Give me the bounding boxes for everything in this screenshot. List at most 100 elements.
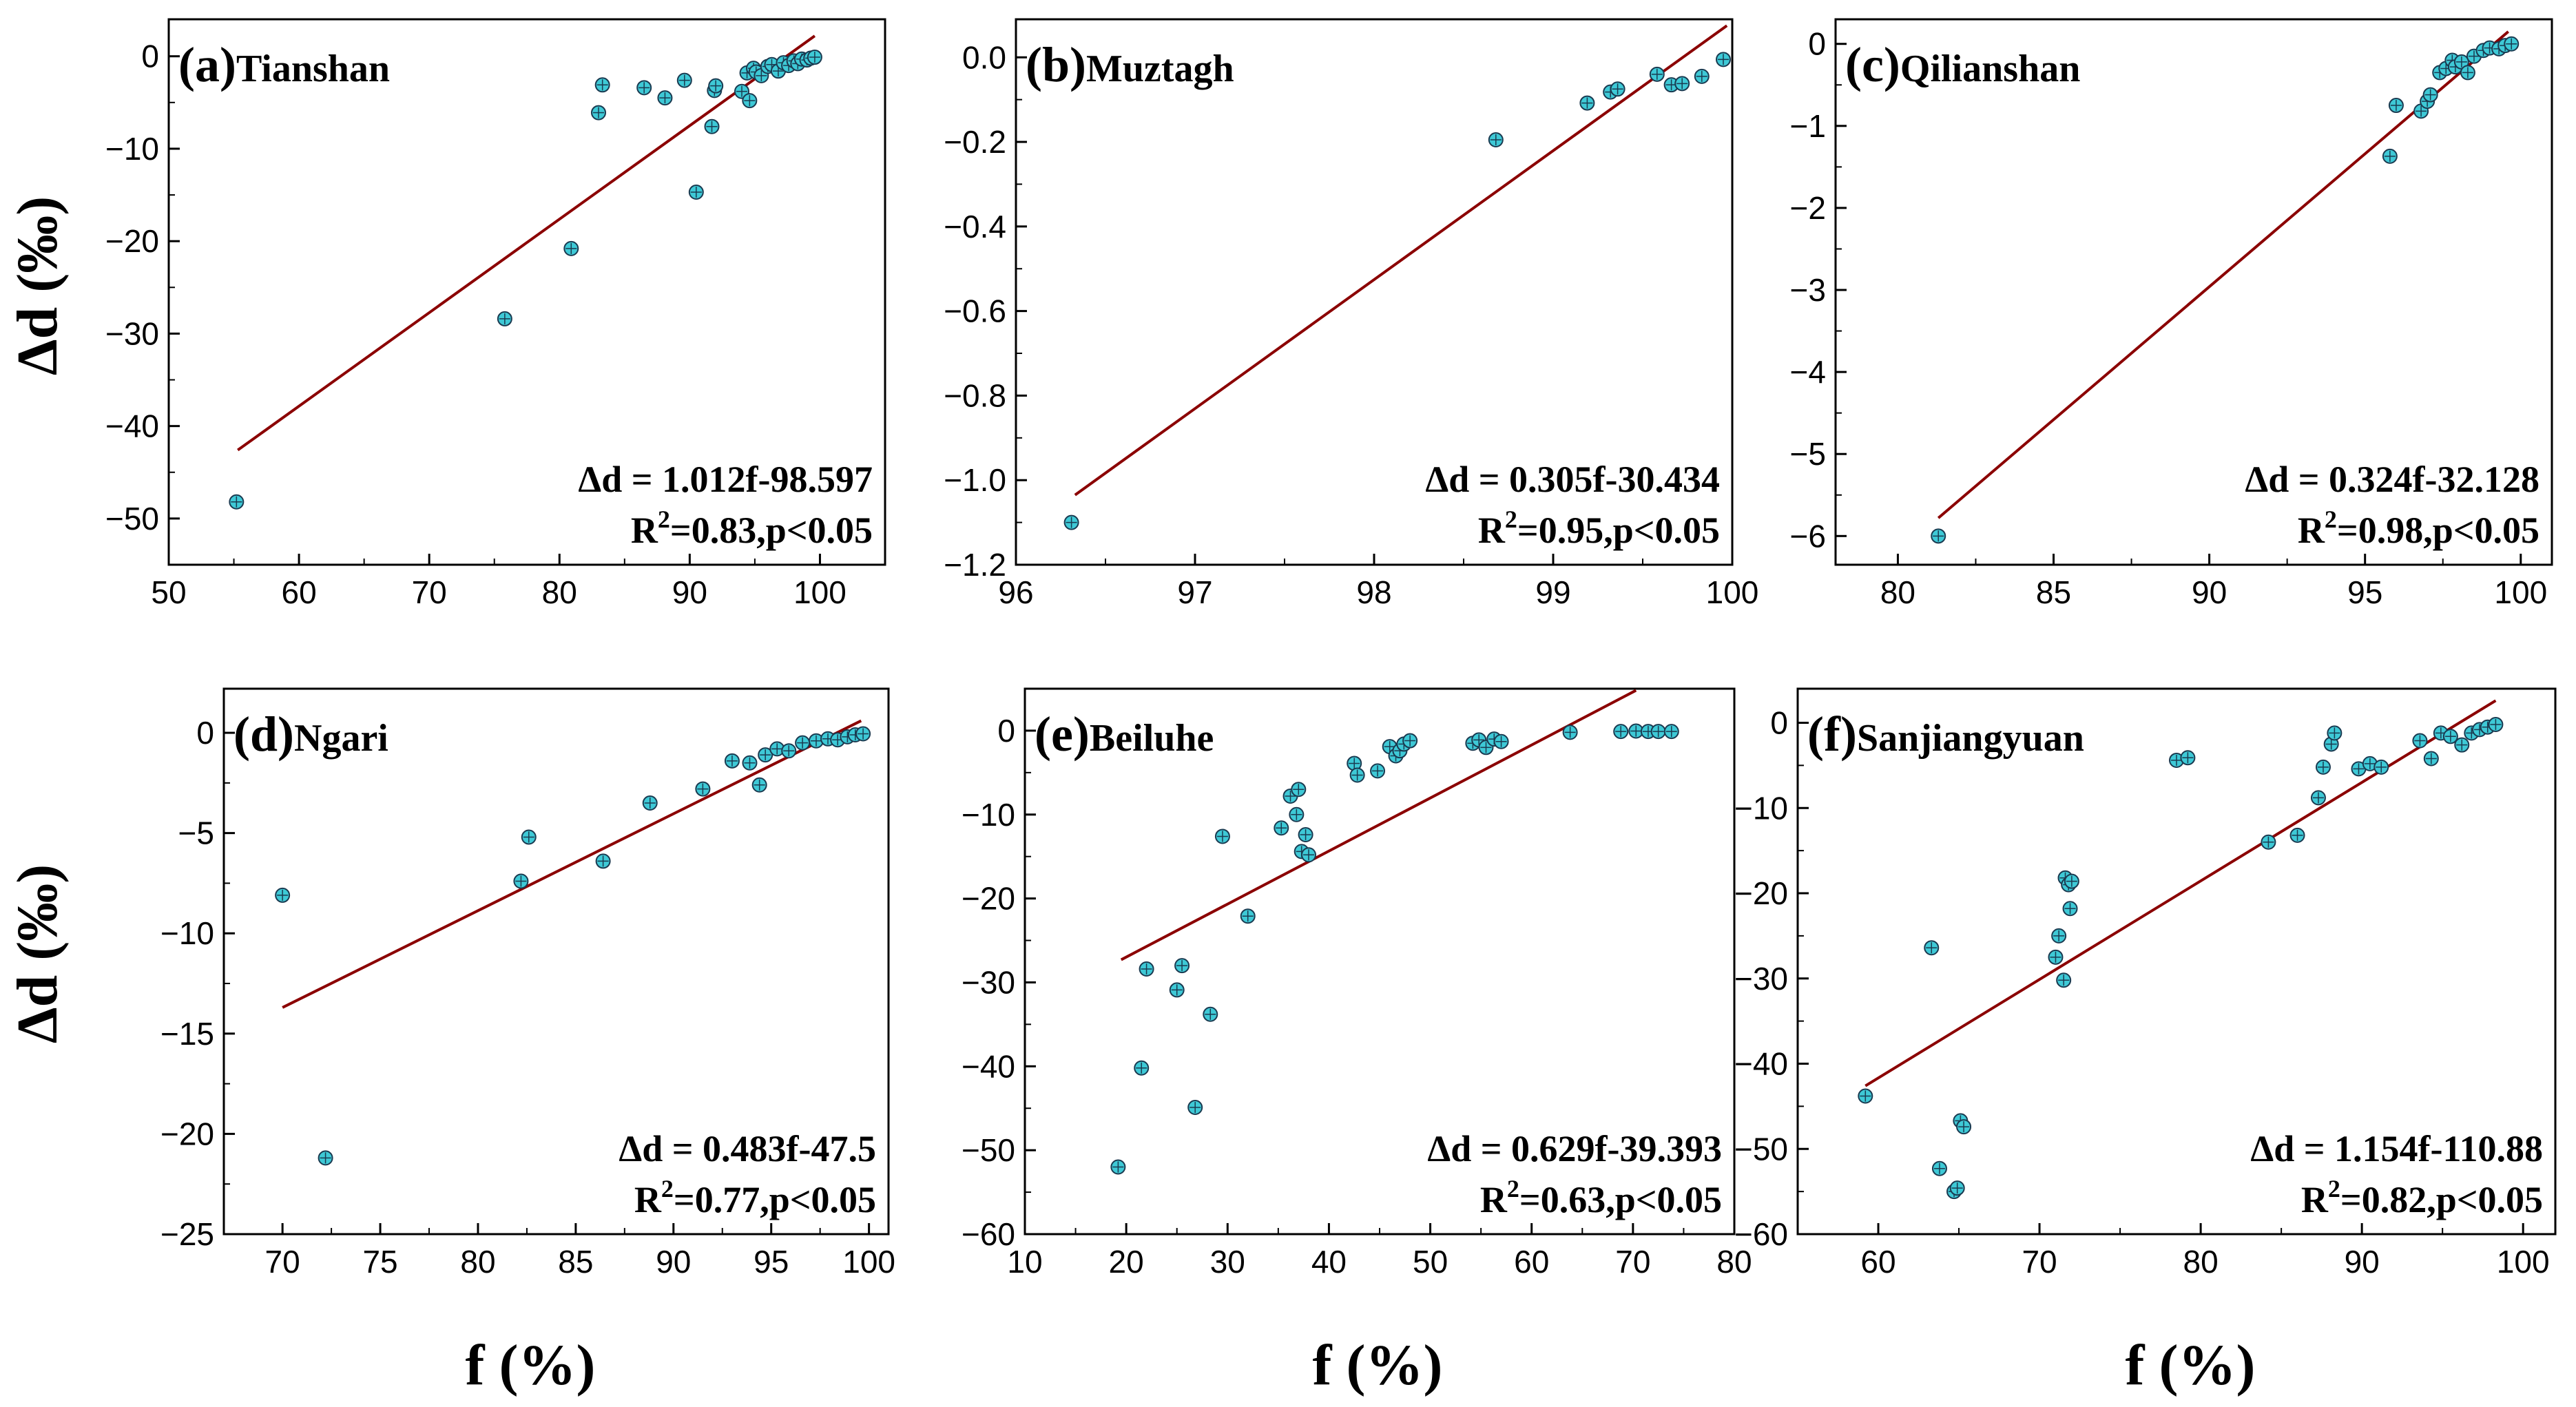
- y-tick-label: 0: [1770, 705, 1788, 741]
- x-tick-label: 100: [1706, 574, 1759, 610]
- data-point: [2062, 901, 2078, 917]
- panel-site-name: Muztagh: [1086, 48, 1234, 90]
- r-squared-value: =0.82,p<0.05: [2340, 1179, 2543, 1220]
- data-point: [1858, 1088, 1873, 1104]
- data-point: [1579, 95, 1595, 111]
- x-tick-label: 90: [2192, 574, 2227, 610]
- data-point: [1134, 1060, 1150, 1076]
- r-squared-symbol: R: [1480, 1179, 1508, 1220]
- y-tick-label: −2: [1790, 190, 1826, 226]
- y-tick-label: −15: [160, 1016, 214, 1052]
- panel-label: (a)Tianshan: [178, 37, 390, 92]
- r-squared-symbol: R: [2298, 510, 2325, 551]
- r-squared-text: R2=0.82,p<0.05: [2301, 1175, 2543, 1220]
- data-point: [807, 50, 822, 65]
- x-tick-label: 10: [1007, 1244, 1042, 1280]
- y-tick-label: −0.2: [944, 124, 1006, 160]
- y-tick-label: −20: [105, 223, 159, 259]
- panel-letter: (b): [1026, 37, 1086, 92]
- panel-ngari: 70 75 80 85 90 95 100 0 −5 −10 −15 −20 −25 (d)Ngari Δd…: [160, 687, 895, 1280]
- y-tick-label: −20: [962, 881, 1015, 917]
- y-tick-label: −5: [1790, 436, 1826, 472]
- data-point: [1694, 68, 1710, 84]
- panel-tianshan: 50 60 70 80 90 100 0 −10 −20 −30 −40 −50 (a)Tianshan…: [105, 18, 886, 610]
- x-tick-label: 70: [265, 1244, 300, 1280]
- y-tick-label: −0.4: [944, 209, 1006, 244]
- x-tick-label: 100: [842, 1244, 895, 1280]
- data-point: [2048, 949, 2064, 965]
- data-point: [704, 118, 720, 134]
- regression-equation: Δd = 0.305f-30.434: [1425, 459, 1720, 500]
- data-point: [2180, 750, 2196, 766]
- panels: 50 60 70 80 90 1000−10−20−30−40−50(a)Tianshan…: [105, 18, 2557, 1280]
- panel-label: (c)Qilianshan: [1845, 37, 2080, 92]
- data-point: [1187, 1100, 1203, 1116]
- data-point: [1610, 81, 1625, 97]
- data-point: [1956, 1119, 1972, 1135]
- data-point: [2388, 98, 2404, 114]
- x-tick-label: 98: [1356, 574, 1391, 610]
- data-point: [2488, 716, 2504, 732]
- x-tick-label: 50: [151, 574, 186, 610]
- y-tick-label: −6: [1790, 518, 1826, 554]
- panel-label: (f)Sanjiangyuan: [1807, 707, 2084, 762]
- data-point: [2315, 759, 2331, 775]
- r-squared-text: R2=0.83,p<0.05: [631, 506, 873, 551]
- panel-site-name: Beiluhe: [1090, 717, 1214, 760]
- panel-sanjiangyuan: 60 70 80 90 100 0 −10 −20 −30 −40 −50 −60 (f)Sanjian…: [1734, 687, 2557, 1280]
- regression-line: [1865, 699, 2497, 1087]
- data-point: [676, 72, 692, 88]
- r-squared-superscript: 2: [658, 506, 670, 533]
- data-point: [724, 753, 740, 769]
- y-tick-label: −30: [105, 315, 159, 351]
- r-squared-symbol: R: [631, 510, 658, 551]
- x-tick-label: 99: [1535, 574, 1570, 610]
- y-tick-label: −4: [1790, 354, 1826, 390]
- x-axis-title-right: f (%): [2126, 1333, 2256, 1397]
- y-tick-label: −30: [1734, 961, 1788, 997]
- data-point: [1110, 1159, 1126, 1175]
- y-tick-label: 0: [141, 39, 159, 74]
- y-tick-label: −50: [1734, 1131, 1788, 1167]
- y-tick-label: −10: [105, 131, 159, 167]
- data-point: [1370, 763, 1386, 779]
- y-tick-label: −10: [962, 797, 1015, 833]
- regression-equation: Δd = 0.483f-47.5: [619, 1128, 876, 1169]
- y-tick-label: −1.2: [944, 547, 1006, 583]
- y-tick-label: −60: [1734, 1216, 1788, 1252]
- data-point: [688, 185, 704, 200]
- x-tick-label: 97: [1177, 574, 1212, 610]
- data-point: [1716, 52, 1731, 67]
- data-point: [318, 1150, 333, 1166]
- r-squared-text: R2=0.95,p<0.05: [1478, 506, 1720, 551]
- data-point: [657, 90, 673, 106]
- y-tick-label: −60: [962, 1216, 1015, 1252]
- r-squared-symbol: R: [634, 1179, 662, 1220]
- data-point: [1298, 827, 1313, 843]
- data-point: [855, 726, 871, 742]
- x-tick-label: 70: [1615, 1244, 1650, 1280]
- r-squared-superscript: 2: [1507, 1175, 1519, 1202]
- r-squared-text: R2=0.77,p<0.05: [634, 1175, 876, 1220]
- x-tick-label: 80: [1880, 574, 1915, 610]
- data-point: [1488, 132, 1504, 147]
- data-point: [2327, 725, 2343, 741]
- data-point: [1493, 733, 1509, 749]
- regression-line: [1937, 30, 2509, 519]
- panel-site-name: Qilianshan: [1900, 48, 2080, 90]
- data-point: [781, 743, 797, 759]
- panel-site-name: Tianshan: [236, 48, 390, 90]
- data-point: [1649, 66, 1665, 82]
- data-point: [2442, 729, 2458, 744]
- x-tick-label: 75: [362, 1244, 397, 1280]
- data-point: [1240, 908, 1256, 924]
- data-point: [1924, 940, 1940, 956]
- regression-line: [282, 719, 862, 1009]
- panel-beiluhe: 10 20 30 40 50 60 70 80 0 −10 −20 −30 −40 −50 −60 (e)Be…: [962, 687, 1752, 1280]
- data-point: [594, 77, 610, 93]
- data-point: [2289, 827, 2305, 843]
- y-tick-label: −5: [178, 815, 214, 851]
- data-point: [1613, 724, 1629, 740]
- data-point: [642, 795, 658, 811]
- data-point: [2454, 737, 2470, 753]
